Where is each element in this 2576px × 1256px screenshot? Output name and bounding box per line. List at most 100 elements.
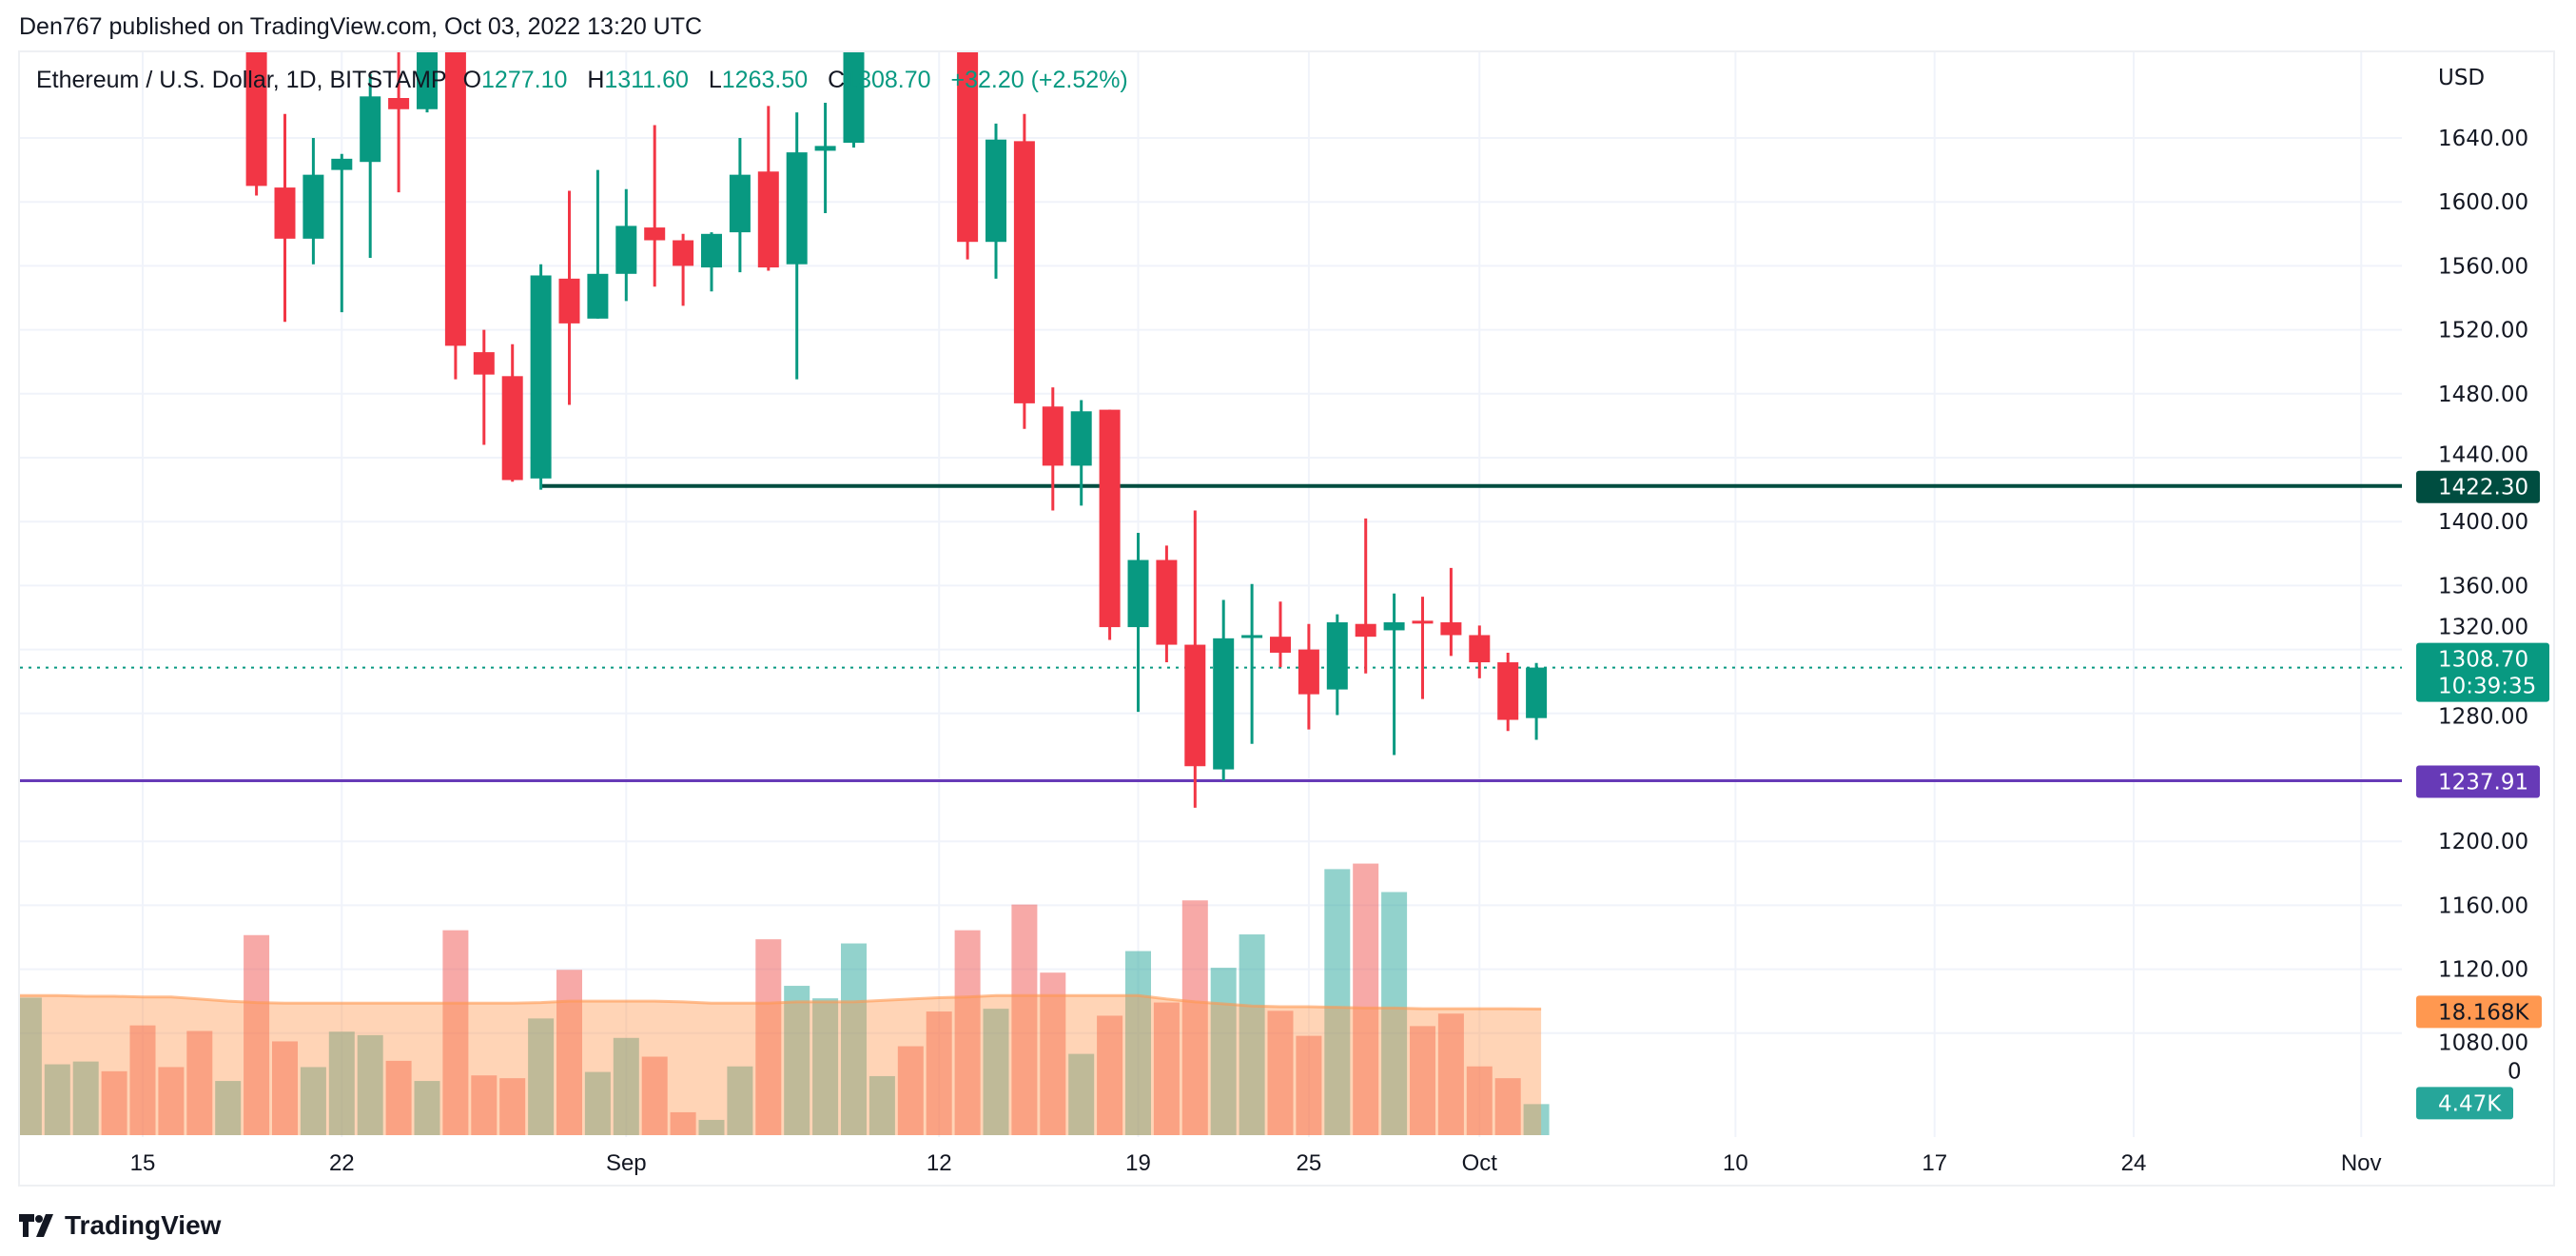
volume-bar (1210, 968, 1237, 1135)
low-price-badge-text: 1237.91 (2438, 771, 2528, 795)
candle (644, 125, 666, 287)
volume-bar (698, 1119, 725, 1135)
price-tick-label: 1400.00 (2438, 510, 2528, 535)
candle (1355, 518, 1376, 674)
candle-body (331, 158, 353, 170)
candle (558, 190, 580, 405)
price-tick-label: 1120.00 (2438, 958, 2528, 983)
candle (1440, 567, 1462, 657)
price-tick-label: 1320.00 (2438, 616, 2528, 640)
tradingview-logo[interactable]: TradingView (19, 1210, 221, 1241)
candle-body (1469, 635, 1491, 663)
candle (871, 0, 892, 26)
candle (729, 138, 751, 273)
horizontal-lines (20, 483, 2402, 783)
candle-body (1526, 667, 1548, 718)
volume-bar (584, 1071, 611, 1135)
candle (1270, 601, 1291, 668)
price-tick-label: 1280.00 (2438, 705, 2528, 730)
candle-body (673, 240, 694, 266)
volume-bar (20, 997, 42, 1135)
close-value: 1308.70 (845, 67, 931, 93)
volume-bar (414, 1081, 440, 1135)
price-axis[interactable]: 1640.00 1600.00 1560.00 1520.00 1480.00 1440.… (2438, 127, 2528, 1084)
low-key: L (708, 67, 722, 93)
candle-body (786, 152, 808, 265)
candle (444, 52, 466, 380)
volume-bar (499, 1078, 526, 1135)
symbol-name[interactable]: Ethereum / U.S. Dollar, 1D, BITSTAMP (36, 67, 447, 93)
open-key: O (462, 67, 482, 93)
candle (331, 153, 353, 313)
close-key: C (828, 67, 846, 93)
volume-bar (1523, 1104, 1550, 1135)
volume-bar (385, 1060, 412, 1135)
time-tick-label: 15 (130, 1150, 156, 1176)
price-tick-label: 1560.00 (2438, 254, 2528, 279)
volume-bar (272, 1041, 298, 1135)
volume-bar (44, 1064, 70, 1135)
price-tick-label: 1600.00 (2438, 190, 2528, 215)
candle (274, 113, 296, 323)
candle (1298, 623, 1319, 730)
candle-body (871, 0, 892, 15)
candle-body (644, 227, 666, 241)
volume-bar (471, 1075, 498, 1135)
volume-bar (1381, 892, 1408, 1135)
candle (757, 106, 779, 271)
volume-bar (442, 930, 469, 1135)
time-tick-label: 17 (1922, 1150, 1947, 1176)
candle-body (928, 0, 949, 18)
candle-body (274, 187, 296, 239)
candle-body (473, 352, 495, 375)
volume-bar (129, 1025, 156, 1135)
candle-body (245, 52, 267, 186)
candle (1469, 625, 1491, 678)
candle (1127, 532, 1149, 713)
time-tick-label: Oct (1462, 1150, 1498, 1176)
price-tick-label: 1200.00 (2438, 830, 2528, 854)
candle-body (388, 98, 410, 109)
candles (245, 0, 1548, 808)
candle (1497, 652, 1519, 732)
candle (1013, 113, 1035, 429)
candle-body (1042, 406, 1064, 466)
price-tick-label: 1440.00 (2438, 443, 2528, 468)
volume-bar (670, 1111, 696, 1135)
publish-info: Den767 published on TradingView.com, Oct… (19, 13, 703, 40)
candle-body (1156, 559, 1178, 645)
candle-body (729, 174, 751, 233)
price-tick-label: 1640.00 (2438, 127, 2528, 151)
candle-body (1497, 662, 1519, 720)
candle (245, 52, 267, 196)
volume-bar (215, 1081, 242, 1135)
volume-bar (300, 1067, 326, 1135)
volume-bar (784, 986, 810, 1135)
candle-body (1383, 622, 1405, 631)
volume-badge-text: 4.47K (2438, 1091, 2502, 1116)
candle (1184, 510, 1206, 808)
volume-bar (1296, 1035, 1322, 1135)
time-tick-label: Nov (2341, 1150, 2382, 1176)
candle-body (1127, 559, 1149, 628)
price-tick-label: 1360.00 (2438, 574, 2528, 599)
candle-body (1013, 141, 1035, 403)
time-axis[interactable]: 15 22 Sep 12 19 25 Oct 10 17 24 Nov (130, 1150, 2382, 1176)
volume-bar (528, 1018, 555, 1135)
candle (1241, 583, 1263, 744)
volume-ma-line (20, 993, 1542, 1011)
volume-bar (1097, 1015, 1123, 1135)
candle-body (1298, 649, 1319, 695)
volume-bars (20, 863, 1550, 1135)
candle (417, 52, 438, 113)
candle-body (701, 233, 722, 268)
candle (1042, 387, 1064, 511)
candle (843, 52, 865, 148)
support-price-badge: 1422.30 (2416, 470, 2540, 503)
time-tick-label: Sep (606, 1150, 647, 1176)
tradingview-logo-icon (19, 1214, 53, 1237)
candle (786, 112, 808, 380)
high-key: H (587, 67, 605, 93)
volume-bar (613, 1037, 639, 1135)
